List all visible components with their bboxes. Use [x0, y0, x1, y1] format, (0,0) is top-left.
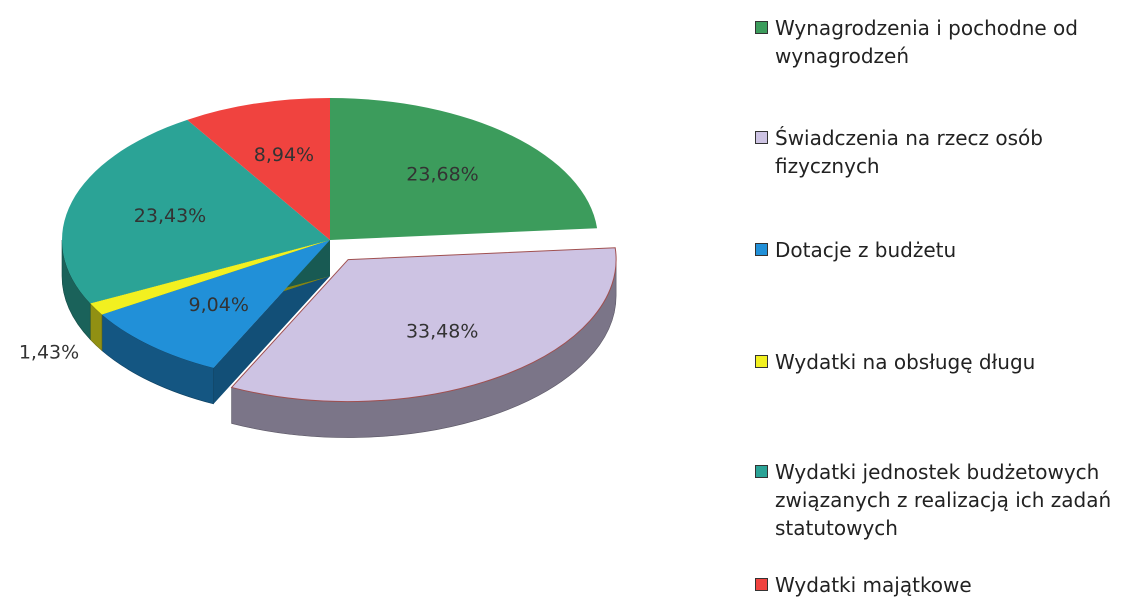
- data-label: 8,94%: [254, 144, 314, 166]
- slice: [101, 240, 331, 368]
- legend-label: Wynagrodzenia i pochodne od wynagrodzeń: [775, 16, 1078, 68]
- slice: [61, 119, 330, 304]
- data-label: 33,48%: [406, 321, 478, 343]
- data-label: 9,04%: [189, 294, 249, 316]
- slice: [330, 98, 598, 240]
- legend-item: Dotacje z budżetu: [755, 236, 1135, 264]
- legend-item: Wynagrodzenia i pochodne od wynagrodzeń: [755, 14, 1135, 70]
- legend-swatch: [755, 578, 768, 591]
- legend-swatch: [755, 355, 768, 368]
- legend-swatch: [755, 465, 768, 478]
- legend-swatch: [755, 131, 768, 144]
- legend-label: Wydatki jednostek budżetowych związanych…: [775, 460, 1112, 540]
- legend-item: Świadczenia na rzecz osób fizycznych: [755, 124, 1135, 180]
- legend-item: Wydatki na obsługę długu: [755, 348, 1135, 376]
- legend-item: Wydatki majątkowe: [755, 571, 1135, 599]
- slice: [90, 240, 330, 315]
- data-label: 23,68%: [406, 164, 478, 186]
- legend-swatch: [755, 21, 768, 34]
- legend-label: Wydatki na obsługę długu: [775, 350, 1036, 374]
- slice: [230, 247, 617, 403]
- legend-item: Wydatki jednostek budżetowych związanych…: [755, 458, 1135, 542]
- data-label: 23,43%: [134, 205, 206, 227]
- legend-label: Dotacje z budżetu: [775, 238, 957, 262]
- legend-label: Świadczenia na rzecz osób fizycznych: [775, 126, 1043, 178]
- slice: [187, 98, 330, 240]
- legend-swatch: [755, 243, 768, 256]
- legend-label: Wydatki majątkowe: [775, 573, 972, 597]
- data-label: 1,43%: [19, 341, 79, 363]
